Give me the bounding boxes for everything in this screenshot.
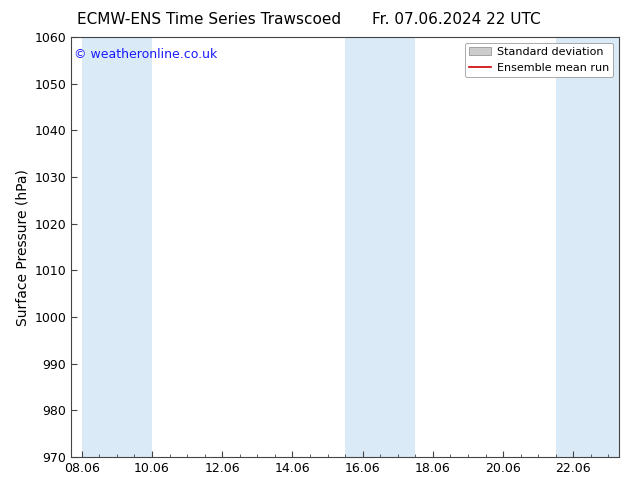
Text: © weatheronline.co.uk: © weatheronline.co.uk	[74, 48, 217, 61]
Text: ECMW-ENS Time Series Trawscoed: ECMW-ENS Time Series Trawscoed	[77, 12, 341, 27]
Legend: Standard deviation, Ensemble mean run: Standard deviation, Ensemble mean run	[465, 43, 614, 77]
Text: Fr. 07.06.2024 22 UTC: Fr. 07.06.2024 22 UTC	[372, 12, 541, 27]
Bar	[345, 37, 415, 457]
Y-axis label: Surface Pressure (hPa): Surface Pressure (hPa)	[15, 169, 29, 325]
Bar	[82, 37, 152, 457]
Bar	[556, 37, 626, 457]
